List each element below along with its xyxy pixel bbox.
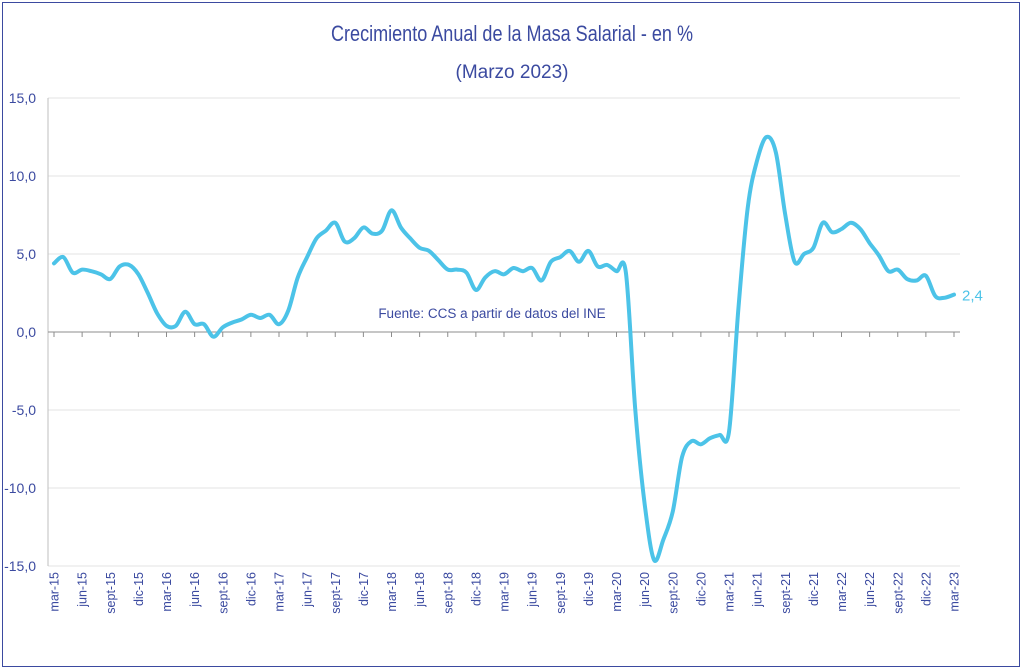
y-axis-tick-labels: 15,0 10,0 5,0 0,0 -5,0 -10,0 -15,0 [4,90,36,574]
x-tick-label: sept-16 [216,572,230,614]
x-tick-label: sept-20 [666,572,680,614]
x-tick-label: jun-17 [301,572,315,608]
x-tick-label: sept-18 [441,572,455,614]
chart-subtitle: (Marzo 2023) [456,62,569,83]
y-tick-label: 10,0 [9,168,36,184]
x-tick-label: mar-16 [160,572,174,612]
x-tick-label: sept-22 [891,572,905,614]
x-tick-label: mar-23 [948,572,962,612]
x-tick-label: sept-17 [329,572,343,614]
source-annotation: Fuente: CCS a partir de datos del INE [378,306,605,321]
x-tick-label: dic-18 [469,572,483,606]
x-tick-label: mar-20 [610,572,624,612]
series-line [52,134,956,563]
y-tick-label: -15,0 [4,558,36,574]
x-tick-label: dic-22 [919,572,933,606]
x-tick-label: dic-17 [357,572,371,606]
x-tick-label: sept-21 [779,572,793,614]
x-tick-label: jun-19 [526,572,540,608]
x-tick-label: jun-15 [76,572,90,608]
x-tick-label: dic-15 [132,572,146,606]
x-tick-label: mar-18 [385,572,399,612]
y-tick-label: 5,0 [17,246,37,262]
x-tick-label: mar-15 [48,572,62,612]
y-tick-label: 15,0 [9,90,36,106]
x-tick-label: sept-19 [554,572,568,614]
x-axis-ticks [53,332,955,337]
x-tick-label: mar-17 [273,572,287,612]
x-tick-label: mar-21 [723,572,737,612]
x-axis-tick-labels: mar-15 jun-15 sept-15 dic-15 mar-16 jun-16 sep… [48,572,962,614]
x-tick-label: dic-19 [582,572,596,606]
x-tick-label: dic-16 [244,572,258,606]
x-tick-label: dic-20 [694,572,708,606]
x-tick-label: dic-21 [807,572,821,606]
x-tick-label: jun-16 [188,572,202,608]
x-tick-label: jun-18 [413,572,427,608]
chart-title: Crecimiento Anual de la Masa Salarial - … [331,21,693,46]
y-tick-label: -10,0 [4,480,36,496]
last-value-label: 2,4 [962,288,983,305]
x-tick-label: jun-21 [751,572,765,608]
x-tick-label: mar-22 [835,572,849,612]
x-tick-label: jun-22 [863,572,877,608]
x-tick-label: mar-19 [498,572,512,612]
x-tick-label: sept-15 [104,572,118,614]
y-tick-label: -5,0 [12,402,36,418]
y-tick-label: 0,0 [17,324,37,340]
x-tick-label: jun-20 [638,572,652,608]
